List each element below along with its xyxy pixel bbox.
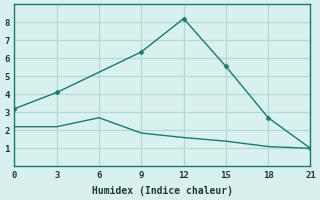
X-axis label: Humidex (Indice chaleur): Humidex (Indice chaleur) — [92, 186, 233, 196]
